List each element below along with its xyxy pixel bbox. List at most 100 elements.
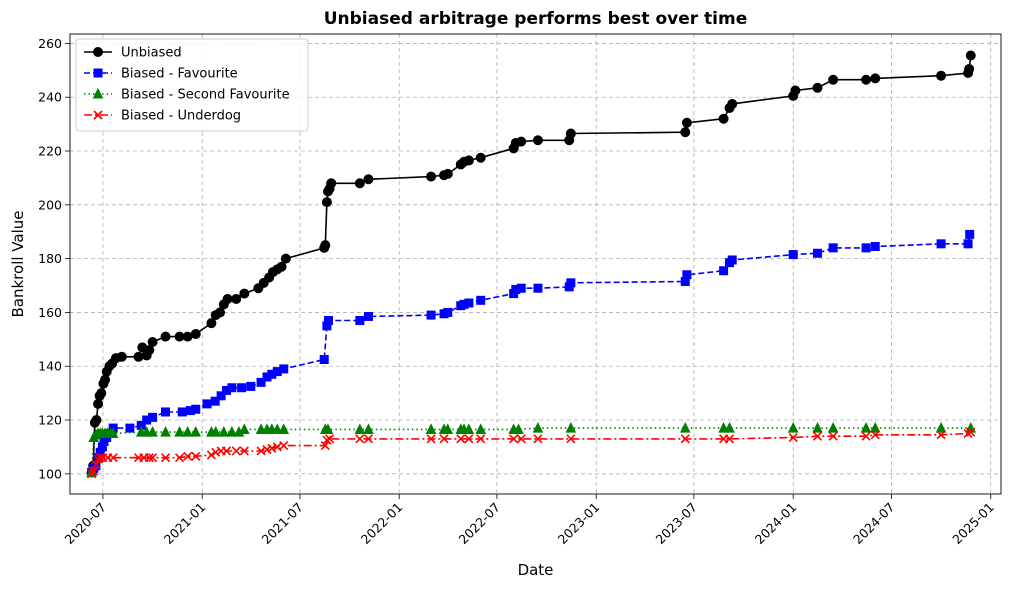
data-point [963, 239, 973, 249]
data-point [727, 255, 737, 265]
series-1 [86, 50, 976, 478]
x-tick-label: 2020-07 [62, 500, 110, 548]
x-tick-label: 2022-01 [358, 500, 406, 548]
data-point [516, 136, 527, 147]
data-point [177, 407, 187, 417]
data-point [325, 434, 335, 444]
y-tick-label: 120 [38, 413, 62, 428]
data-point [89, 466, 99, 476]
data-point [278, 423, 290, 434]
x-tick-label: 2024-07 [850, 500, 898, 548]
data-point [174, 426, 185, 437]
data-point [222, 293, 233, 304]
legend-marker [93, 110, 103, 120]
legend-entry: Biased - Favourite [84, 67, 238, 82]
data-point [787, 421, 799, 433]
data-point [354, 178, 365, 189]
data-point [681, 117, 692, 128]
y-tick-label: 240 [38, 90, 62, 105]
data-point [790, 85, 801, 96]
data-point [869, 421, 881, 433]
data-point [227, 383, 237, 393]
data-point [788, 432, 798, 443]
data-point [322, 435, 332, 445]
data-point [100, 374, 111, 385]
series-line [90, 431, 972, 475]
legend-label: Unbiased [121, 46, 182, 61]
data-point [160, 331, 171, 342]
data-point [566, 278, 576, 288]
data-point [516, 283, 526, 293]
x-tick-label: 2025-01 [949, 500, 997, 548]
data-point [116, 351, 127, 362]
series-layer [86, 50, 977, 479]
data-point [828, 74, 839, 85]
data-point [147, 426, 158, 437]
data-point [108, 453, 118, 463]
data-point [442, 423, 454, 434]
y-tick-label: 200 [38, 197, 62, 212]
data-point [215, 307, 226, 318]
data-point [246, 381, 256, 391]
data-point [96, 388, 107, 399]
data-point [513, 423, 524, 434]
data-point [206, 318, 217, 329]
data-point [190, 426, 202, 437]
data-point [861, 431, 871, 441]
data-point [464, 298, 474, 308]
x-tick-label: 2021-01 [161, 500, 209, 548]
data-point [148, 412, 158, 422]
data-point [279, 364, 289, 374]
data-point [533, 283, 543, 293]
data-point [160, 426, 171, 437]
data-point [476, 434, 486, 444]
y-tick-label: 100 [38, 466, 62, 481]
legend-marker [92, 87, 104, 99]
series-4 [87, 427, 976, 479]
data-point [237, 383, 247, 393]
data-point [218, 426, 230, 437]
data-point [239, 423, 250, 434]
x-tick-label: 2024-01 [752, 500, 800, 548]
data-point [936, 239, 946, 249]
data-point [812, 431, 823, 441]
y-axis-label: Bankroll Value [9, 211, 27, 318]
data-point [355, 434, 365, 444]
data-point [456, 434, 466, 444]
legend-entry: Biased - Second Favourite [84, 88, 290, 103]
series-line [90, 234, 971, 473]
data-point [828, 431, 838, 441]
data-point [182, 426, 193, 437]
data-point [861, 74, 872, 85]
data-point [210, 426, 222, 437]
data-point [231, 293, 242, 304]
data-point [936, 70, 947, 81]
data-point [680, 127, 691, 138]
data-point [144, 453, 154, 463]
data-point [812, 248, 822, 258]
data-point [256, 377, 266, 387]
data-point [861, 243, 871, 253]
data-point [93, 398, 104, 409]
data-point [724, 421, 735, 433]
data-point [320, 240, 331, 251]
data-point [202, 399, 212, 409]
series-2 [87, 229, 975, 477]
data-point [565, 128, 576, 139]
data-point [718, 113, 729, 124]
data-point [936, 430, 946, 440]
data-point [271, 423, 283, 434]
data-point [680, 434, 690, 444]
data-point [320, 441, 330, 451]
data-point [239, 446, 249, 456]
legend-label: Biased - Underdog [121, 109, 241, 124]
data-point [565, 421, 577, 433]
legend: Unbiased Biased - Favourite Biased - Secon… [75, 38, 309, 132]
legend-entry: Biased - Underdog [84, 109, 241, 124]
y-tick-label: 140 [38, 359, 62, 374]
data-point [91, 459, 101, 469]
legend-label: Biased - Second Favourite [121, 88, 290, 103]
data-point [475, 423, 487, 434]
